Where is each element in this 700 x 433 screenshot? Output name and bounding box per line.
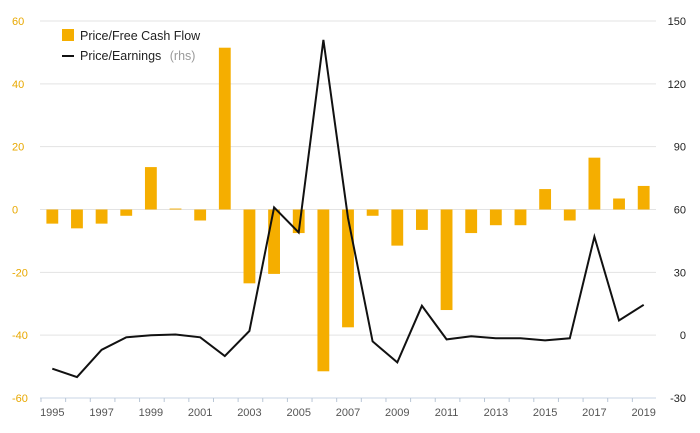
line-series-price-earnings	[51, 39, 645, 379]
bar-2016	[563, 209, 576, 221]
x-tick-label-1997: 1997	[89, 407, 113, 419]
bar-1996	[71, 209, 83, 229]
bar-2010	[416, 209, 428, 230]
line-price-earnings	[51, 39, 645, 379]
bar-1998	[120, 209, 133, 216]
bar-2012	[465, 209, 478, 234]
bar-2001	[194, 209, 207, 221]
legend-label-price-earnings-name: Price/Earnings	[80, 49, 161, 63]
x-tick-label-2003: 2003	[237, 407, 261, 419]
x-tick-label-2019: 2019	[631, 407, 655, 419]
bar-2002	[218, 47, 231, 210]
x-tick-label-1995: 1995	[40, 407, 64, 419]
y-left-tick-label-3: 0	[12, 205, 18, 217]
bar-2007	[342, 209, 354, 328]
y-left-tick-label-2: 20	[12, 142, 24, 154]
bar-2018	[613, 198, 625, 210]
bar-1997	[95, 209, 108, 224]
axes: 1995 1997 1999 2001 2003 2005 2007 2009 2011 2013…	[12, 16, 686, 419]
y-left-tick-label-4: -20	[12, 267, 28, 279]
bar-2013	[489, 209, 502, 226]
legend-label-price-earnings-suffix: (rhs)	[170, 49, 196, 63]
y-right-tick-label-1: 120	[668, 79, 686, 91]
y-right-tick-label-6: -30	[670, 393, 686, 405]
bar-2009	[391, 209, 404, 246]
x-tick-label-2005: 2005	[286, 407, 310, 419]
bar-2006	[317, 209, 330, 372]
y-right-tick-label-3: 60	[674, 205, 686, 217]
bar-2005	[292, 209, 305, 234]
legend-swatch-price-fcf	[62, 29, 74, 41]
y-left-tick-label-0: 60	[12, 16, 24, 28]
x-tick-label-1999: 1999	[139, 407, 163, 419]
bar-2011	[440, 209, 453, 311]
bar-series-price-fcf	[46, 47, 650, 372]
y-left-tick-label-1: 40	[12, 79, 24, 91]
bar-2003	[243, 209, 256, 284]
y-right-tick-label-0: 150	[668, 16, 686, 28]
legend-label-price-earnings: Price/Earnings (rhs)	[80, 47, 195, 64]
legend: Price/Free Cash Flow Price/Earnings (rhs…	[62, 29, 201, 64]
bar-2019	[637, 185, 650, 210]
x-tick-label-2011: 2011	[435, 407, 459, 419]
bar-2017	[588, 157, 601, 210]
x-tick-label-2017: 2017	[582, 407, 606, 419]
bar-2014	[514, 209, 527, 226]
bar-2008	[366, 209, 379, 216]
y-right-tick-label-5: 0	[680, 330, 686, 342]
legend-label-price-fcf: Price/Free Cash Flow	[80, 29, 201, 43]
y-left-tick-label-5: -40	[12, 330, 28, 342]
x-tick-label-2001: 2001	[188, 407, 212, 419]
x-tick-label-2009: 2009	[385, 407, 409, 419]
bar-2004	[268, 209, 280, 274]
x-tick-label-2013: 2013	[484, 407, 508, 419]
bar-1995	[46, 209, 59, 224]
bar-2015	[539, 189, 552, 210]
y-right-tick-label-2: 90	[674, 142, 686, 154]
bar-2000	[169, 208, 182, 210]
y-left-tick-label-6: -60	[12, 393, 28, 405]
y-right-tick-label-4: 30	[674, 267, 686, 279]
x-tick-label-2015: 2015	[533, 407, 557, 419]
bar-1999	[144, 167, 157, 210]
x-tick-label-2007: 2007	[336, 407, 360, 419]
